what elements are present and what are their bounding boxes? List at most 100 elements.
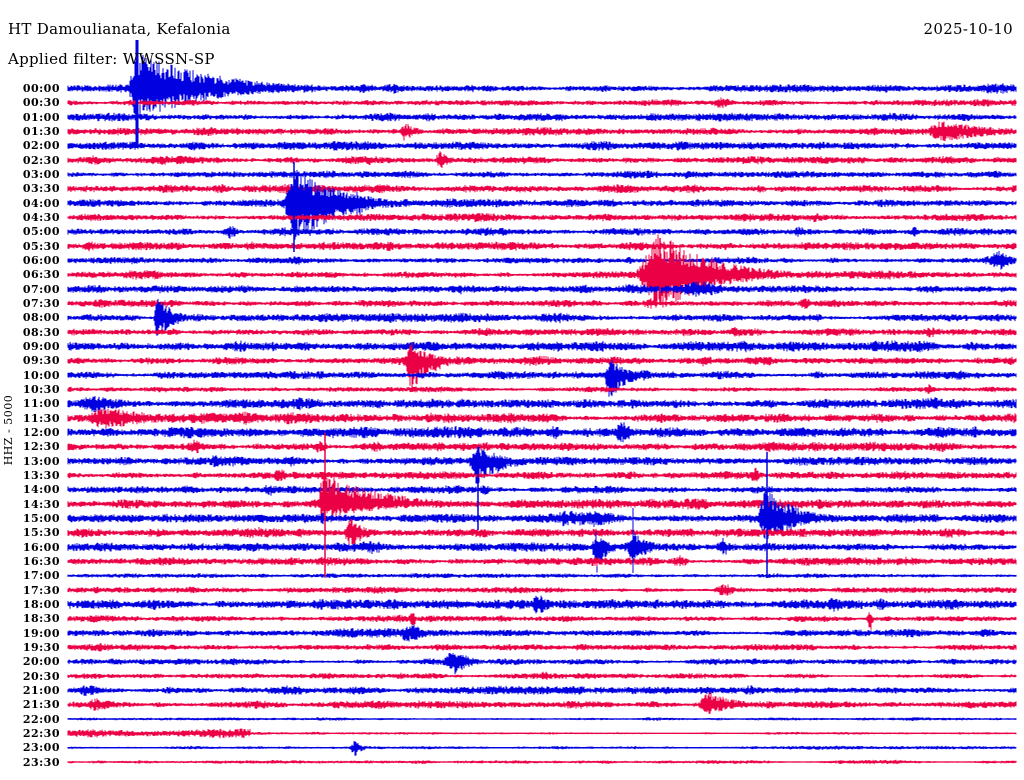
trace-row-04:00 xyxy=(67,170,1017,240)
trace-row-13:30 xyxy=(67,467,1017,482)
trace-row-00:30 xyxy=(67,97,1017,109)
time-label-23:30: 23:30 xyxy=(22,755,60,769)
trace-row-20:00 xyxy=(67,653,1017,675)
trace-row-02:30 xyxy=(67,151,1017,168)
time-label-05:00: 05:00 xyxy=(22,225,60,239)
time-label-12:30: 12:30 xyxy=(22,440,60,454)
time-label-05:30: 05:30 xyxy=(22,239,60,253)
time-label-04:00: 04:00 xyxy=(22,196,60,210)
trace-row-22:30 xyxy=(67,728,1017,739)
trace-row-09:30 xyxy=(67,342,1017,391)
trace-row-11:00 xyxy=(67,396,1017,412)
trace-row-05:00 xyxy=(67,226,1017,239)
trace-row-08:30 xyxy=(67,327,1017,338)
trace-row-02:00 xyxy=(67,141,1017,151)
time-label-19:30: 19:30 xyxy=(22,640,60,654)
time-label-03:00: 03:00 xyxy=(22,167,60,181)
trace-row-12:00 xyxy=(67,422,1017,443)
trace-row-14:00 xyxy=(67,485,1017,496)
time-label-00:00: 00:00 xyxy=(22,82,60,95)
time-label-11:30: 11:30 xyxy=(22,411,60,425)
time-label-09:30: 09:30 xyxy=(22,354,60,368)
time-label-13:30: 13:30 xyxy=(22,468,60,482)
trace-row-17:30 xyxy=(67,584,1017,596)
time-label-23:00: 23:00 xyxy=(22,741,60,755)
trace-row-15:30 xyxy=(67,519,1017,546)
trace-row-10:30 xyxy=(67,384,1017,394)
time-label-22:00: 22:00 xyxy=(22,712,60,726)
time-label-18:30: 18:30 xyxy=(22,612,60,626)
time-label-17:30: 17:30 xyxy=(22,583,60,597)
time-label-02:00: 02:00 xyxy=(22,139,60,153)
trace-row-20:30 xyxy=(67,671,1017,680)
time-label-15:00: 15:00 xyxy=(22,511,60,525)
date-label: 2025-10-10 xyxy=(923,20,1013,38)
time-label-01:00: 01:00 xyxy=(22,110,60,124)
applied-filter-label: Applied filter: WWSSN-SP xyxy=(8,50,215,68)
time-label-20:00: 20:00 xyxy=(22,655,60,669)
time-label-03:30: 03:30 xyxy=(22,182,60,196)
trace-row-19:30 xyxy=(67,643,1017,652)
time-label-10:30: 10:30 xyxy=(22,382,60,396)
time-label-14:00: 14:00 xyxy=(22,483,60,497)
trace-row-16:00 xyxy=(67,531,1017,573)
trace-row-07:30 xyxy=(67,298,1017,309)
trace-row-01:30 xyxy=(67,121,1017,142)
time-label-15:30: 15:30 xyxy=(22,526,60,540)
time-label-16:00: 16:00 xyxy=(22,540,60,554)
trace-row-01:00 xyxy=(67,112,1017,122)
trace-row-18:00 xyxy=(67,595,1017,614)
trace-row-19:00 xyxy=(67,624,1017,642)
time-label-22:30: 22:30 xyxy=(22,726,60,740)
time-label-21:30: 21:30 xyxy=(22,698,60,712)
time-label-14:30: 14:30 xyxy=(22,497,60,511)
trace-row-08:00 xyxy=(67,298,1017,336)
trace-row-17:00 xyxy=(67,573,1017,579)
time-label-13:00: 13:00 xyxy=(22,454,60,468)
trace-row-00:00 xyxy=(67,55,1017,120)
station-title: HT Damoulianata, Kefalonia xyxy=(8,20,231,38)
time-label-07:30: 07:30 xyxy=(22,296,60,310)
time-label-18:00: 18:00 xyxy=(22,597,60,611)
trace-row-13:00 xyxy=(67,446,1017,485)
time-label-19:00: 19:00 xyxy=(22,626,60,640)
time-label-21:00: 21:00 xyxy=(22,683,60,697)
trace-row-14:30 xyxy=(67,477,1017,518)
trace-row-23:00 xyxy=(67,741,1017,756)
trace-row-03:30 xyxy=(67,183,1017,194)
time-label-00:30: 00:30 xyxy=(22,96,60,110)
trace-row-15:00 xyxy=(67,490,1017,539)
time-label-07:00: 07:00 xyxy=(22,282,60,296)
trace-row-16:30 xyxy=(67,555,1017,567)
trace-row-22:00 xyxy=(67,717,1017,721)
trace-row-06:00 xyxy=(67,250,1017,270)
time-label-10:00: 10:00 xyxy=(22,368,60,382)
time-label-16:30: 16:30 xyxy=(22,554,60,568)
channel-scale-label: HHZ - 5000 xyxy=(2,394,15,466)
time-label-09:00: 09:00 xyxy=(22,339,60,353)
trace-row-07:00 xyxy=(67,281,1017,297)
trace-row-06:30 xyxy=(67,234,1017,308)
time-label-17:00: 17:00 xyxy=(22,569,60,583)
time-label-08:30: 08:30 xyxy=(22,325,60,339)
time-label-20:30: 20:30 xyxy=(22,669,60,683)
trace-row-18:30 xyxy=(67,612,1017,630)
time-label-11:00: 11:00 xyxy=(22,397,60,411)
time-label-08:00: 08:00 xyxy=(22,311,60,325)
trace-row-05:30 xyxy=(67,241,1017,252)
trace-row-04:30 xyxy=(67,213,1017,223)
time-label-06:00: 06:00 xyxy=(22,253,60,267)
trace-row-21:30 xyxy=(67,692,1017,714)
time-label-04:30: 04:30 xyxy=(22,210,60,224)
trace-row-11:30 xyxy=(67,408,1017,428)
trace-row-03:00 xyxy=(67,170,1017,179)
trace-row-23:30 xyxy=(67,759,1017,765)
trace-row-10:00 xyxy=(67,360,1017,397)
time-label-06:30: 06:30 xyxy=(22,268,60,282)
trace-row-21:00 xyxy=(67,685,1017,696)
time-label-01:30: 01:30 xyxy=(22,124,60,138)
trace-row-09:00 xyxy=(67,340,1017,353)
time-label-12:00: 12:00 xyxy=(22,425,60,439)
